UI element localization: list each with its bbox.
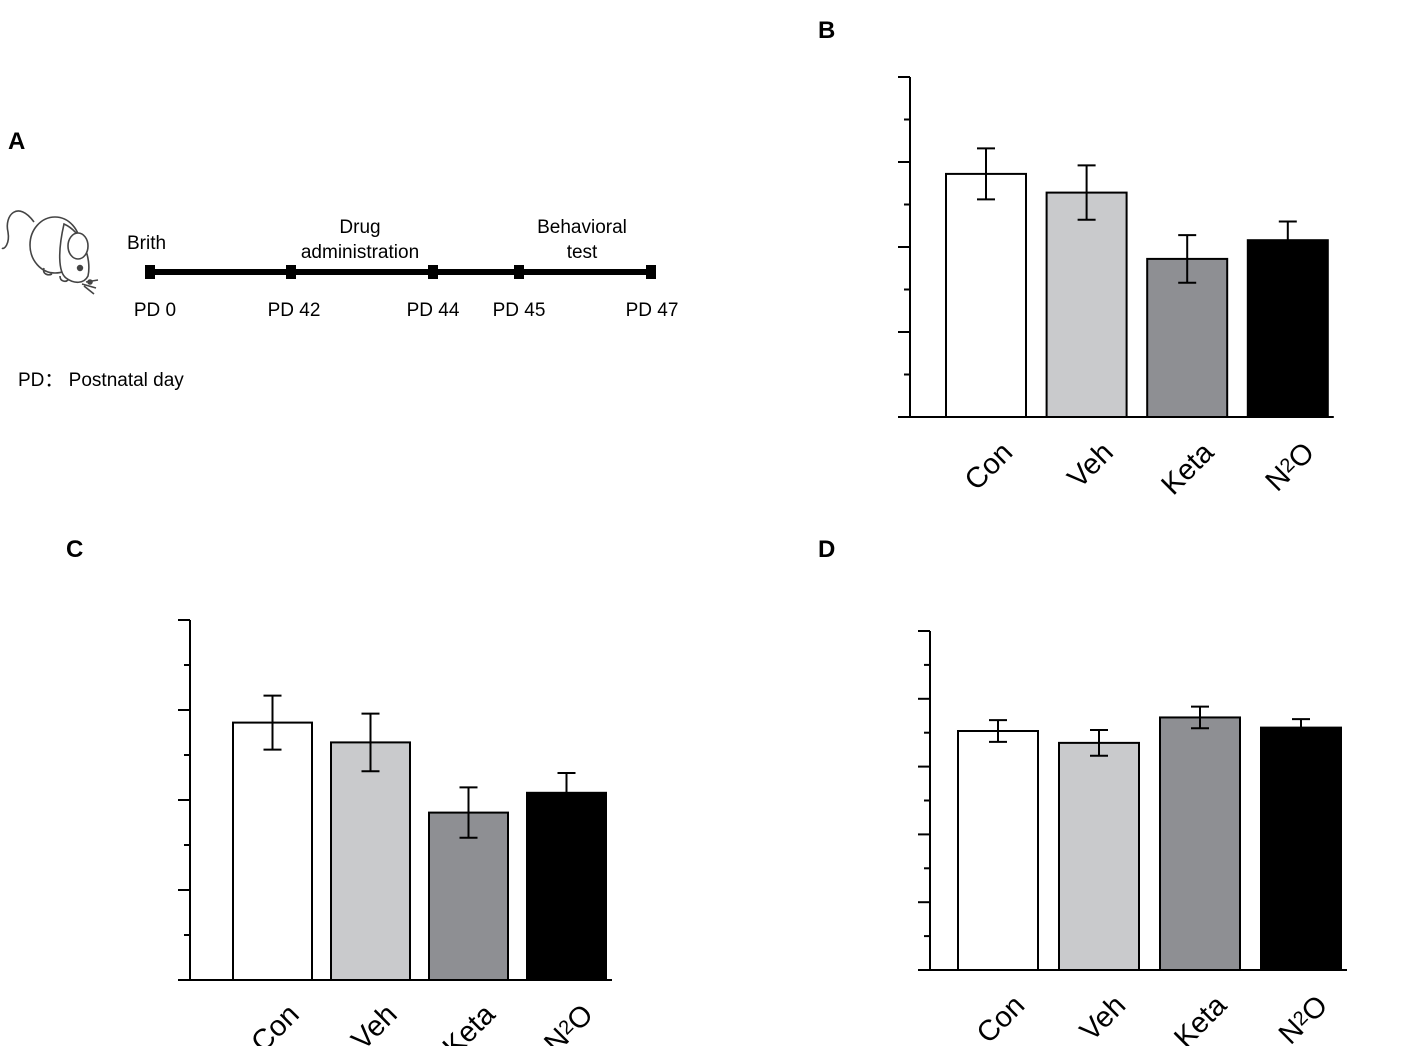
- timeline-event-behavior-line1: Behavioral: [537, 217, 627, 238]
- chart-oft: Con Veh Keta N2O: [918, 630, 1347, 1046]
- timeline-marker-pd42: [286, 265, 296, 279]
- timeline: Brith Drug administration Behavioral tes…: [18, 217, 678, 391]
- bar-keta: [428, 811, 509, 981]
- chart-tst: Con Veh Keta N2O: [178, 619, 612, 1046]
- timeline-event-drug-line2: administration: [301, 242, 419, 263]
- bar-keta: [1146, 257, 1229, 418]
- bar-n2o: [1246, 239, 1329, 418]
- timeline-marker-pd0: [145, 265, 155, 279]
- bar-veh: [1058, 741, 1140, 971]
- timeline-tick-label: PD 42: [268, 300, 321, 321]
- timeline-event-behavior-line2: test: [567, 242, 598, 263]
- timeline-event-birth: Brith: [127, 233, 166, 254]
- panel-letter-b: B: [818, 17, 835, 44]
- x-category-label-veh: Veh: [1062, 436, 1120, 494]
- bar-con: [945, 172, 1027, 418]
- x-category-label-n2o: N2O: [538, 998, 599, 1046]
- bar-veh: [1045, 191, 1128, 418]
- x-category-label-veh: Veh: [1074, 989, 1132, 1046]
- panel-letter-d: D: [818, 536, 835, 563]
- x-category-label-n2o: N2O: [1273, 989, 1334, 1046]
- timeline-legend: PD： Postnatal day: [18, 370, 184, 391]
- timeline-marker-pd47: [646, 265, 656, 279]
- panel-letter-a: A: [8, 128, 25, 155]
- bar-con: [232, 721, 313, 981]
- x-category-label-con: Con: [971, 989, 1031, 1046]
- bar-veh: [330, 741, 411, 982]
- bar-keta: [1159, 716, 1241, 971]
- timeline-tick-label: PD 0: [134, 300, 176, 321]
- x-category-label-n2o: N2O: [1260, 436, 1321, 497]
- bar-n2o: [526, 791, 607, 981]
- timeline-tick-label: PD 47: [626, 300, 679, 321]
- x-category-label-keta: Keta: [1168, 989, 1233, 1046]
- panel-letter-c: C: [66, 536, 83, 563]
- timeline-event-drug-line1: Drug: [339, 217, 380, 238]
- timeline-marker-pd45: [514, 265, 524, 279]
- x-category-label-veh: Veh: [346, 998, 404, 1046]
- chart-fst: Con Veh Keta N2O: [898, 76, 1334, 501]
- mouse-icon: [1, 210, 99, 295]
- x-category-label-con: Con: [245, 998, 305, 1046]
- timeline-marker-pd44: [428, 265, 438, 279]
- timeline-tick-label: PD 45: [493, 300, 546, 321]
- bar-con: [957, 730, 1039, 971]
- bar-n2o: [1260, 726, 1342, 971]
- timeline-tick-label: PD 44: [407, 300, 460, 321]
- x-category-label-keta: Keta: [437, 998, 502, 1046]
- x-category-label-keta: Keta: [1155, 436, 1220, 501]
- x-category-label-con: Con: [959, 436, 1019, 496]
